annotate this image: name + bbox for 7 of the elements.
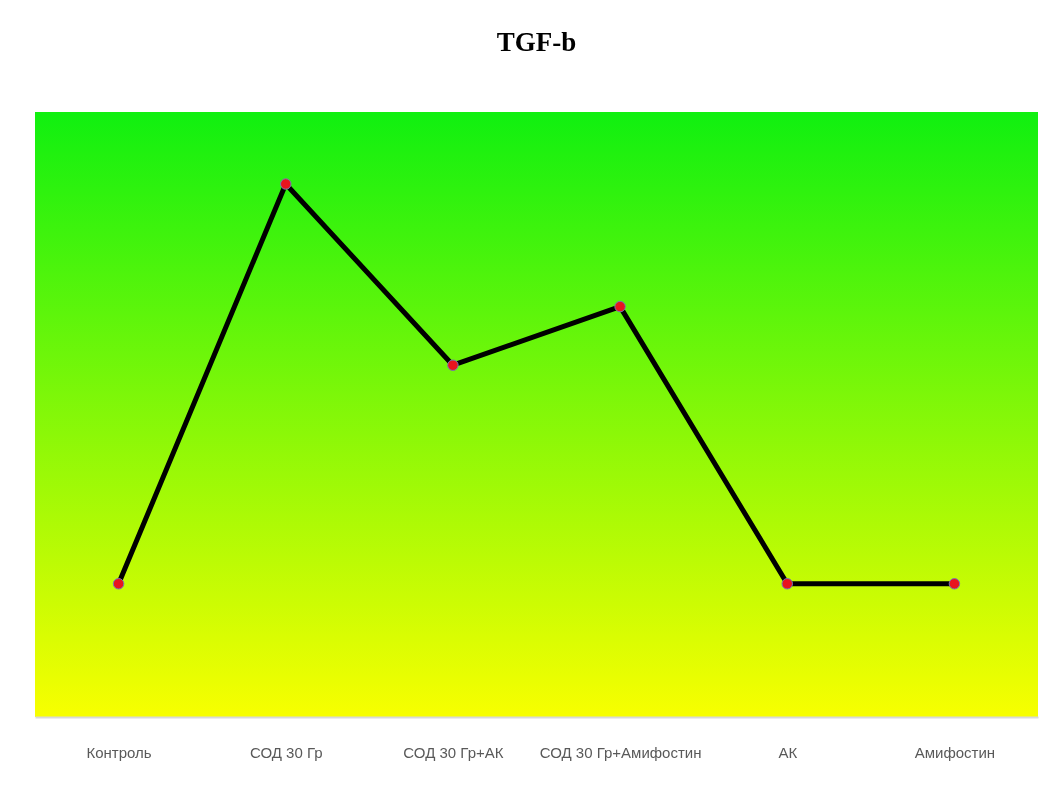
x-tick-label: СОД 30 Гр+Амифостин <box>539 743 702 761</box>
x-tick-label: Амифостин <box>914 743 996 761</box>
chart-title: TGF-b <box>496 26 577 57</box>
x-tick-label: Контроль <box>86 743 152 761</box>
x-tick-label: АК <box>778 743 798 761</box>
x-tick-label: СОД 30 Гр+АК <box>403 743 504 761</box>
x-tick-label: СОД 30 Гр <box>249 743 323 761</box>
